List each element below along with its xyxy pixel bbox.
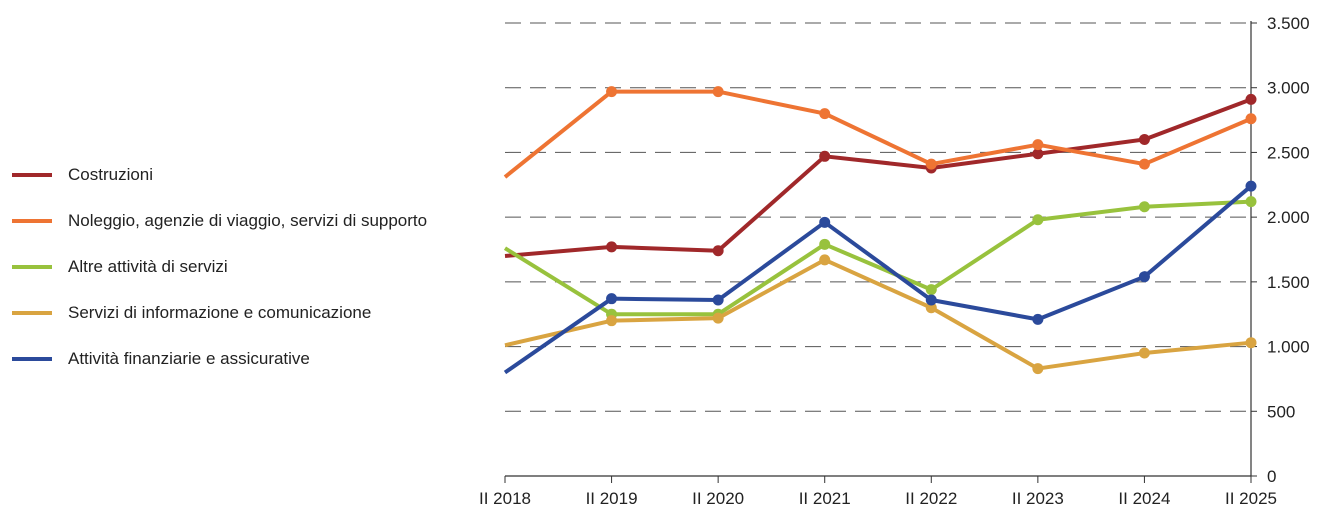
y-tick-label: 3.000 (1267, 79, 1310, 98)
y-tick-label: 2.500 (1267, 143, 1310, 162)
y-tick-label: 1.000 (1267, 338, 1310, 357)
data-point (606, 86, 618, 98)
data-point (1032, 313, 1044, 325)
y-tick-label: 0 (1267, 467, 1276, 486)
data-point (606, 293, 618, 305)
x-tick-label: II 2020 (692, 489, 744, 508)
series-lines (503, 86, 1257, 375)
x-tick-label: II 2024 (1118, 489, 1170, 508)
y-tick-label: 2.000 (1267, 208, 1310, 227)
legend-swatch (12, 311, 52, 315)
data-point (1032, 148, 1044, 160)
data-point (1138, 271, 1150, 283)
data-point (819, 150, 831, 162)
data-point (606, 241, 618, 253)
data-point (819, 254, 831, 266)
data-point (1138, 201, 1150, 213)
data-point (1138, 133, 1150, 145)
data-point (1245, 337, 1257, 349)
x-tick-label: II 2018 (479, 489, 531, 508)
y-tick-label: 3.500 (1267, 14, 1310, 33)
data-point (1032, 214, 1044, 226)
legend-swatch (12, 357, 52, 361)
x-tick-label: II 2022 (905, 489, 957, 508)
legend-item-altre-attivita: Altre attività di servizi (12, 244, 427, 290)
legend-label: Noleggio, agenzie di viaggio, servizi di… (68, 211, 428, 230)
legend-label: Costruzioni (68, 165, 154, 184)
data-point (925, 284, 937, 296)
data-point (712, 294, 724, 306)
data-point (925, 302, 937, 314)
data-point (712, 86, 724, 98)
data-point (1245, 113, 1257, 125)
series-line-0 (504, 97, 1252, 258)
legend-item-servizi-informazione: Servizi di informazione e comunicazione (12, 290, 427, 336)
data-point (1245, 196, 1257, 208)
x-tick-label: II 2019 (586, 489, 638, 508)
data-point (1138, 158, 1150, 170)
data-point (1245, 180, 1257, 192)
data-point (606, 315, 618, 327)
legend-label: Attività finanziarie e assicurative (68, 349, 310, 368)
data-point (925, 158, 937, 170)
axes (504, 21, 1257, 483)
legend-label: Servizi di informazione e comunicazione (68, 303, 372, 322)
y-tick-label: 1.500 (1267, 273, 1310, 292)
data-point (925, 294, 937, 306)
series-line-2 (503, 199, 1252, 317)
series-line-4 (503, 184, 1253, 375)
y-tick-label: 500 (1267, 402, 1295, 421)
data-point (819, 108, 831, 120)
series-line-1 (503, 89, 1252, 179)
tick-labels: 0 500 1.000 1.500 2.000 2.500 3.000 3.500 II 201… (479, 14, 1310, 508)
legend-label: Altre attività di servizi (68, 257, 228, 276)
data-point (1138, 347, 1150, 359)
data-point (712, 245, 724, 257)
legend-swatch (12, 265, 52, 269)
data-point (819, 238, 831, 250)
x-tick-label: II 2025 (1225, 489, 1277, 508)
data-point (712, 312, 724, 324)
series-line-3 (504, 257, 1252, 371)
legend-item-costruzioni: Costruzioni (12, 152, 427, 198)
x-tick-label: II 2023 (1012, 489, 1064, 508)
x-tick-label: II 2021 (799, 489, 851, 508)
legend-swatch (12, 173, 52, 177)
data-point (1245, 93, 1257, 105)
data-point (819, 216, 831, 228)
legend-item-attivita-finanziarie: Attività finanziarie e assicurative (12, 336, 427, 382)
legend-swatch (12, 219, 52, 223)
data-point (1032, 363, 1044, 375)
data-point (1032, 139, 1044, 151)
legend: Costruzioni Noleggio, agenzie di viaggio… (12, 152, 427, 382)
legend-item-noleggio: Noleggio, agenzie di viaggio, servizi di… (12, 198, 427, 244)
